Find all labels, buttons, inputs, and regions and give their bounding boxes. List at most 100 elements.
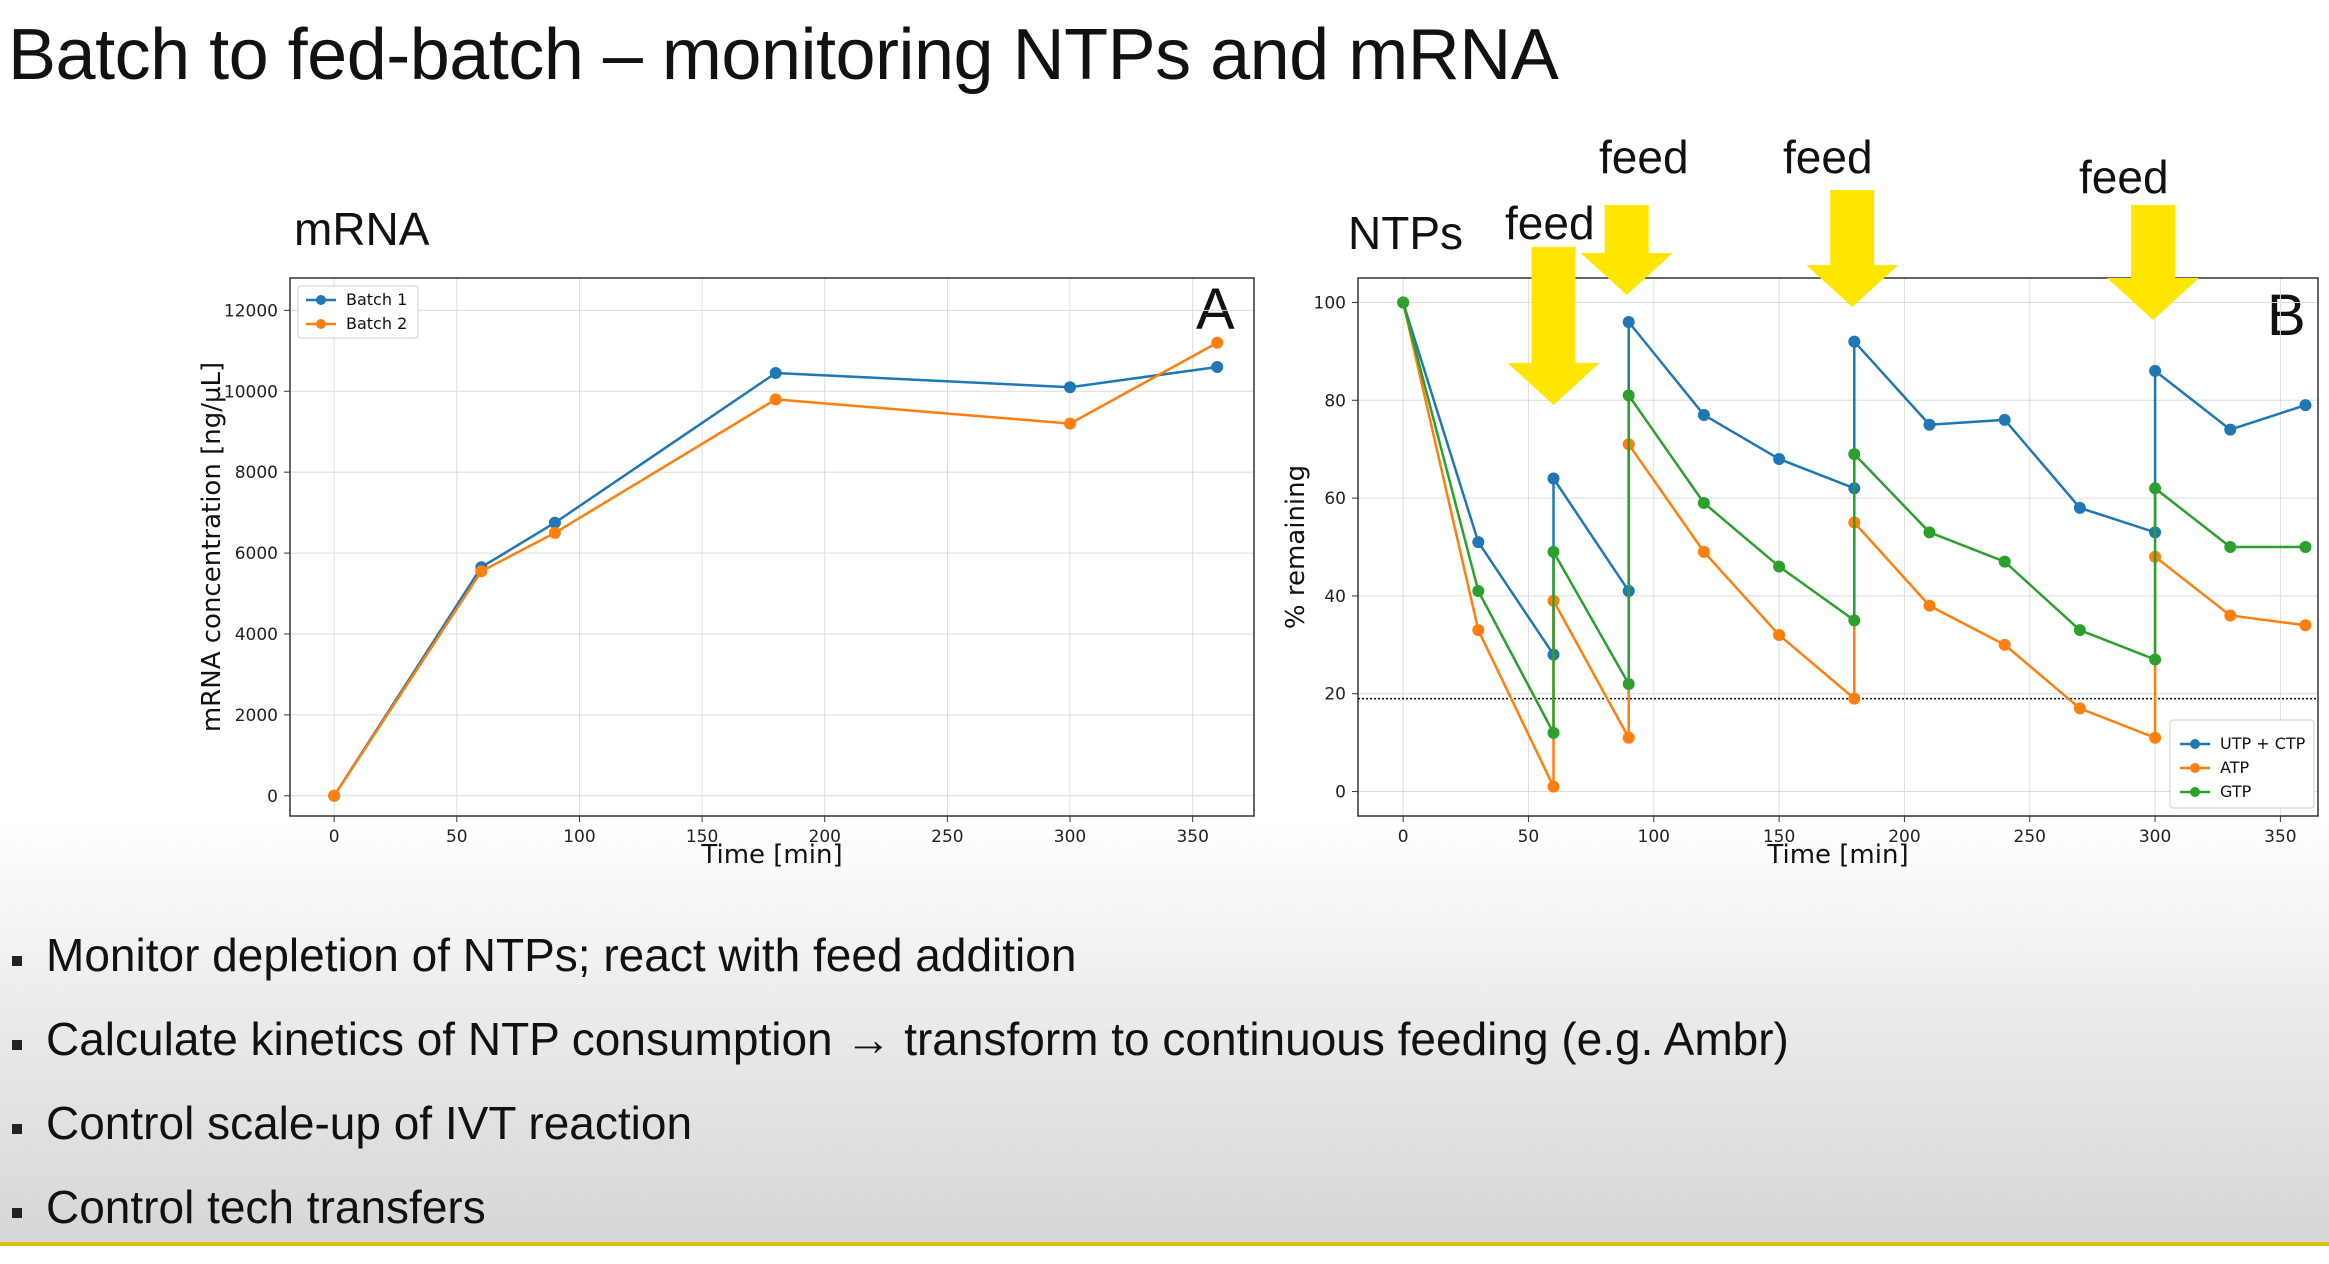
data-point	[1848, 614, 1861, 627]
data-point	[1697, 545, 1710, 558]
bullet-square-icon	[12, 1208, 22, 1218]
y-tick-label: 80	[1324, 391, 1346, 411]
data-point	[548, 516, 561, 529]
x-axis-label: Time [min]	[700, 840, 842, 870]
x-tick-label: 0	[1398, 827, 1409, 847]
panel-letter-b: B	[2267, 283, 2306, 348]
panel-label-ntps: NTPs	[1348, 207, 1463, 259]
data-point	[2073, 702, 2086, 715]
feed-label-3: feed	[1783, 131, 1873, 183]
y-tick-label: 12000	[224, 301, 278, 321]
data-point	[2299, 541, 2312, 553]
data-point	[2149, 364, 2162, 377]
x-axis-label: Time [min]	[1766, 840, 1908, 870]
slide-title: Batch to fed-batch – monitoring NTPs and…	[8, 15, 1559, 95]
footer-rule	[0, 1242, 2329, 1246]
panel-label-mrna: mRNA	[294, 203, 430, 255]
legend-label: GTP	[2220, 782, 2252, 801]
bullet-item: Calculate kinetics of NTP consumption → …	[0, 1012, 1789, 1096]
feed-label-2: feed	[1599, 131, 1689, 183]
data-point	[1211, 360, 1224, 373]
data-point	[1211, 336, 1224, 349]
legend-label: ATP	[2220, 758, 2249, 777]
data-point	[2149, 482, 2162, 495]
y-tick-label: 10000	[224, 382, 278, 402]
series-line	[333, 341, 1218, 797]
legend-swatch-marker	[2190, 763, 2200, 773]
data-point	[1622, 677, 1635, 690]
data-point	[1472, 585, 1485, 598]
data-point	[1923, 599, 1936, 612]
plot-frame	[289, 277, 1255, 817]
data-point	[2299, 399, 2312, 412]
bullet-square-icon	[12, 1124, 22, 1134]
data-point	[1622, 389, 1635, 402]
legend: Batch 1 Batch 2	[297, 285, 419, 339]
data-point	[1848, 335, 1861, 348]
bullet-text: Monitor depletion of NTPs; react with fe…	[46, 929, 1077, 981]
series-line	[333, 365, 1218, 797]
x-tick-label: 250	[931, 827, 963, 847]
legend-box	[2169, 719, 2315, 809]
bullet-square-icon	[12, 956, 22, 966]
y-tick-label: 0	[1335, 783, 1346, 803]
y-axis-label: mRNA concentration [ng/µL]	[197, 362, 227, 732]
data-point	[2073, 501, 2086, 514]
ntp-chart: 0 50 100 150 200 250 300 350 0 20 40 60 80 100 Time […	[1281, 277, 2319, 870]
data-point	[1923, 526, 1936, 539]
legend-label: Batch 1	[346, 290, 407, 309]
x-tick-label: 50	[1518, 827, 1540, 847]
y-tick-label: 4000	[235, 625, 278, 645]
data-point	[1923, 418, 1936, 431]
feed-label-1: feed	[1505, 197, 1595, 249]
bullet-square-icon	[12, 1040, 22, 1050]
legend: UTP + CTP ATP GTP	[2169, 719, 2315, 809]
data-point	[1547, 780, 1560, 793]
data-point	[2299, 619, 2312, 632]
y-tick-label: 0	[267, 787, 278, 807]
y-tick-label: 20	[1324, 685, 1346, 705]
legend-swatch-marker	[316, 295, 326, 305]
data-point	[769, 367, 782, 380]
series-gtp	[1397, 296, 2312, 739]
data-point	[1697, 496, 1710, 509]
y-tick-label: 40	[1324, 587, 1346, 607]
data-point	[1998, 413, 2011, 426]
x-tick-label: 150	[1763, 827, 1795, 847]
data-point	[1998, 638, 2011, 651]
x-tick-label: 300	[2139, 827, 2171, 847]
bullet-text: Control scale-up of IVT reaction	[46, 1097, 693, 1149]
mrna-chart: 0 50 100 150 200 250 300 350 0 2000 4000 6000 8000 10…	[197, 277, 1255, 870]
data-point	[2224, 541, 2237, 553]
y-axis-label: % remaining	[1281, 465, 1311, 629]
data-point	[1998, 555, 2011, 568]
legend-label: Batch 2	[346, 314, 407, 333]
data-point	[1773, 560, 1786, 573]
data-point	[1773, 452, 1786, 465]
panel-letter-a: A	[1196, 277, 1235, 342]
data-point	[1472, 536, 1485, 549]
data-point	[1064, 417, 1077, 430]
x-tick-label: 350	[1176, 827, 1208, 847]
data-point	[2224, 609, 2237, 622]
bullet-list: Monitor depletion of NTPs; react with fe…	[0, 928, 1789, 1264]
bullet-text: Control tech transfers	[46, 1181, 486, 1233]
bullet-item: Control scale-up of IVT reaction	[0, 1096, 1789, 1180]
y-tick-label: 8000	[235, 463, 278, 483]
x-tick-label: 350	[2264, 827, 2296, 847]
x-tick-label: 100	[1638, 827, 1670, 847]
legend-swatch-marker	[316, 319, 326, 329]
y-tick-label: 60	[1324, 489, 1346, 509]
data-point	[769, 393, 782, 406]
x-tick-label: 300	[1054, 827, 1086, 847]
data-point	[1848, 448, 1861, 461]
data-point	[1547, 545, 1560, 558]
x-tick-label: 250	[2014, 827, 2046, 847]
data-point	[1773, 629, 1786, 642]
x-tick-label: 200	[809, 827, 841, 847]
data-point	[1622, 731, 1635, 744]
legend-label: UTP + CTP	[2220, 734, 2306, 753]
feed-label-4: feed	[2079, 151, 2169, 203]
data-point	[1472, 624, 1485, 637]
data-point	[1397, 296, 1410, 309]
